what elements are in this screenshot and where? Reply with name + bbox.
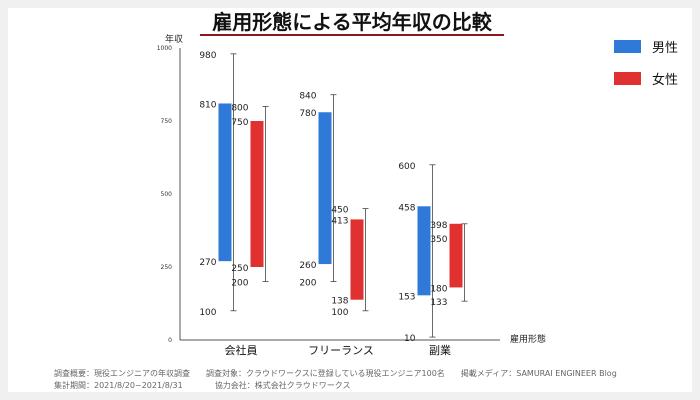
- y-tick-label: 500: [161, 191, 173, 198]
- high-value-label: 780: [299, 109, 316, 119]
- min-value-label: 10: [404, 334, 416, 344]
- min-value-label: 100: [331, 308, 348, 318]
- y-tick-label: 1000: [157, 45, 172, 52]
- low-value-label: 180: [430, 284, 447, 294]
- x-axis-label: 雇用形態: [510, 333, 546, 345]
- max-value-label: 600: [398, 162, 415, 172]
- legend-label-female: 女性: [652, 72, 678, 88]
- low-value-label: 138: [331, 297, 348, 307]
- legend-swatch-female: [614, 72, 641, 85]
- x-tick-label: 副業: [429, 344, 451, 357]
- range-bar-male: [417, 206, 431, 296]
- range-bar-female: [350, 219, 364, 300]
- max-value-label: 840: [299, 92, 316, 102]
- high-value-label: 398: [430, 221, 447, 231]
- range-bar-female: [250, 121, 264, 267]
- footer-line-2: 集計期間：2021/8/20~2021/8/31 協力会社：株式会社クラウドワー…: [54, 381, 351, 390]
- max-value-label: 450: [331, 206, 348, 216]
- chart-title: 雇用形態による平均年収の比較: [212, 10, 492, 34]
- low-value-label: 153: [398, 292, 415, 302]
- y-tick-label: 0: [168, 337, 172, 344]
- min-value-label: 100: [199, 308, 216, 318]
- max-value-label: 800: [231, 103, 248, 113]
- range-bar-female: [449, 223, 463, 288]
- min-value-label: 200: [231, 279, 248, 289]
- legend-swatch-male: [614, 40, 641, 53]
- high-value-label: 750: [231, 118, 248, 128]
- min-value-label: 200: [299, 279, 316, 289]
- x-tick-label: 会社員: [225, 343, 258, 357]
- high-value-label: 458: [398, 203, 415, 213]
- min-value-label: 133: [430, 298, 447, 308]
- max-value-label: 350: [430, 235, 447, 245]
- high-value-label: 413: [331, 216, 348, 226]
- low-value-label: 250: [231, 264, 248, 274]
- range-bar-male: [318, 112, 332, 265]
- range-bar-male: [218, 103, 232, 262]
- footer-line-1: 調査概要：現役エンジニアの年収調査 調査対象：クラウドワークスに登録している現役…: [54, 369, 617, 378]
- low-value-label: 260: [299, 261, 316, 271]
- low-value-label: 270: [199, 258, 216, 268]
- chart-card: [8, 8, 692, 392]
- x-tick-label: フリーランス: [308, 344, 374, 357]
- y-tick-label: 250: [161, 264, 173, 271]
- max-value-label: 980: [199, 51, 216, 61]
- high-value-label: 810: [199, 100, 216, 110]
- y-tick-label: 750: [161, 118, 173, 125]
- y-axis-label: 年収: [165, 33, 183, 45]
- title-underline: [200, 34, 504, 36]
- legend-label-male: 男性: [652, 41, 678, 56]
